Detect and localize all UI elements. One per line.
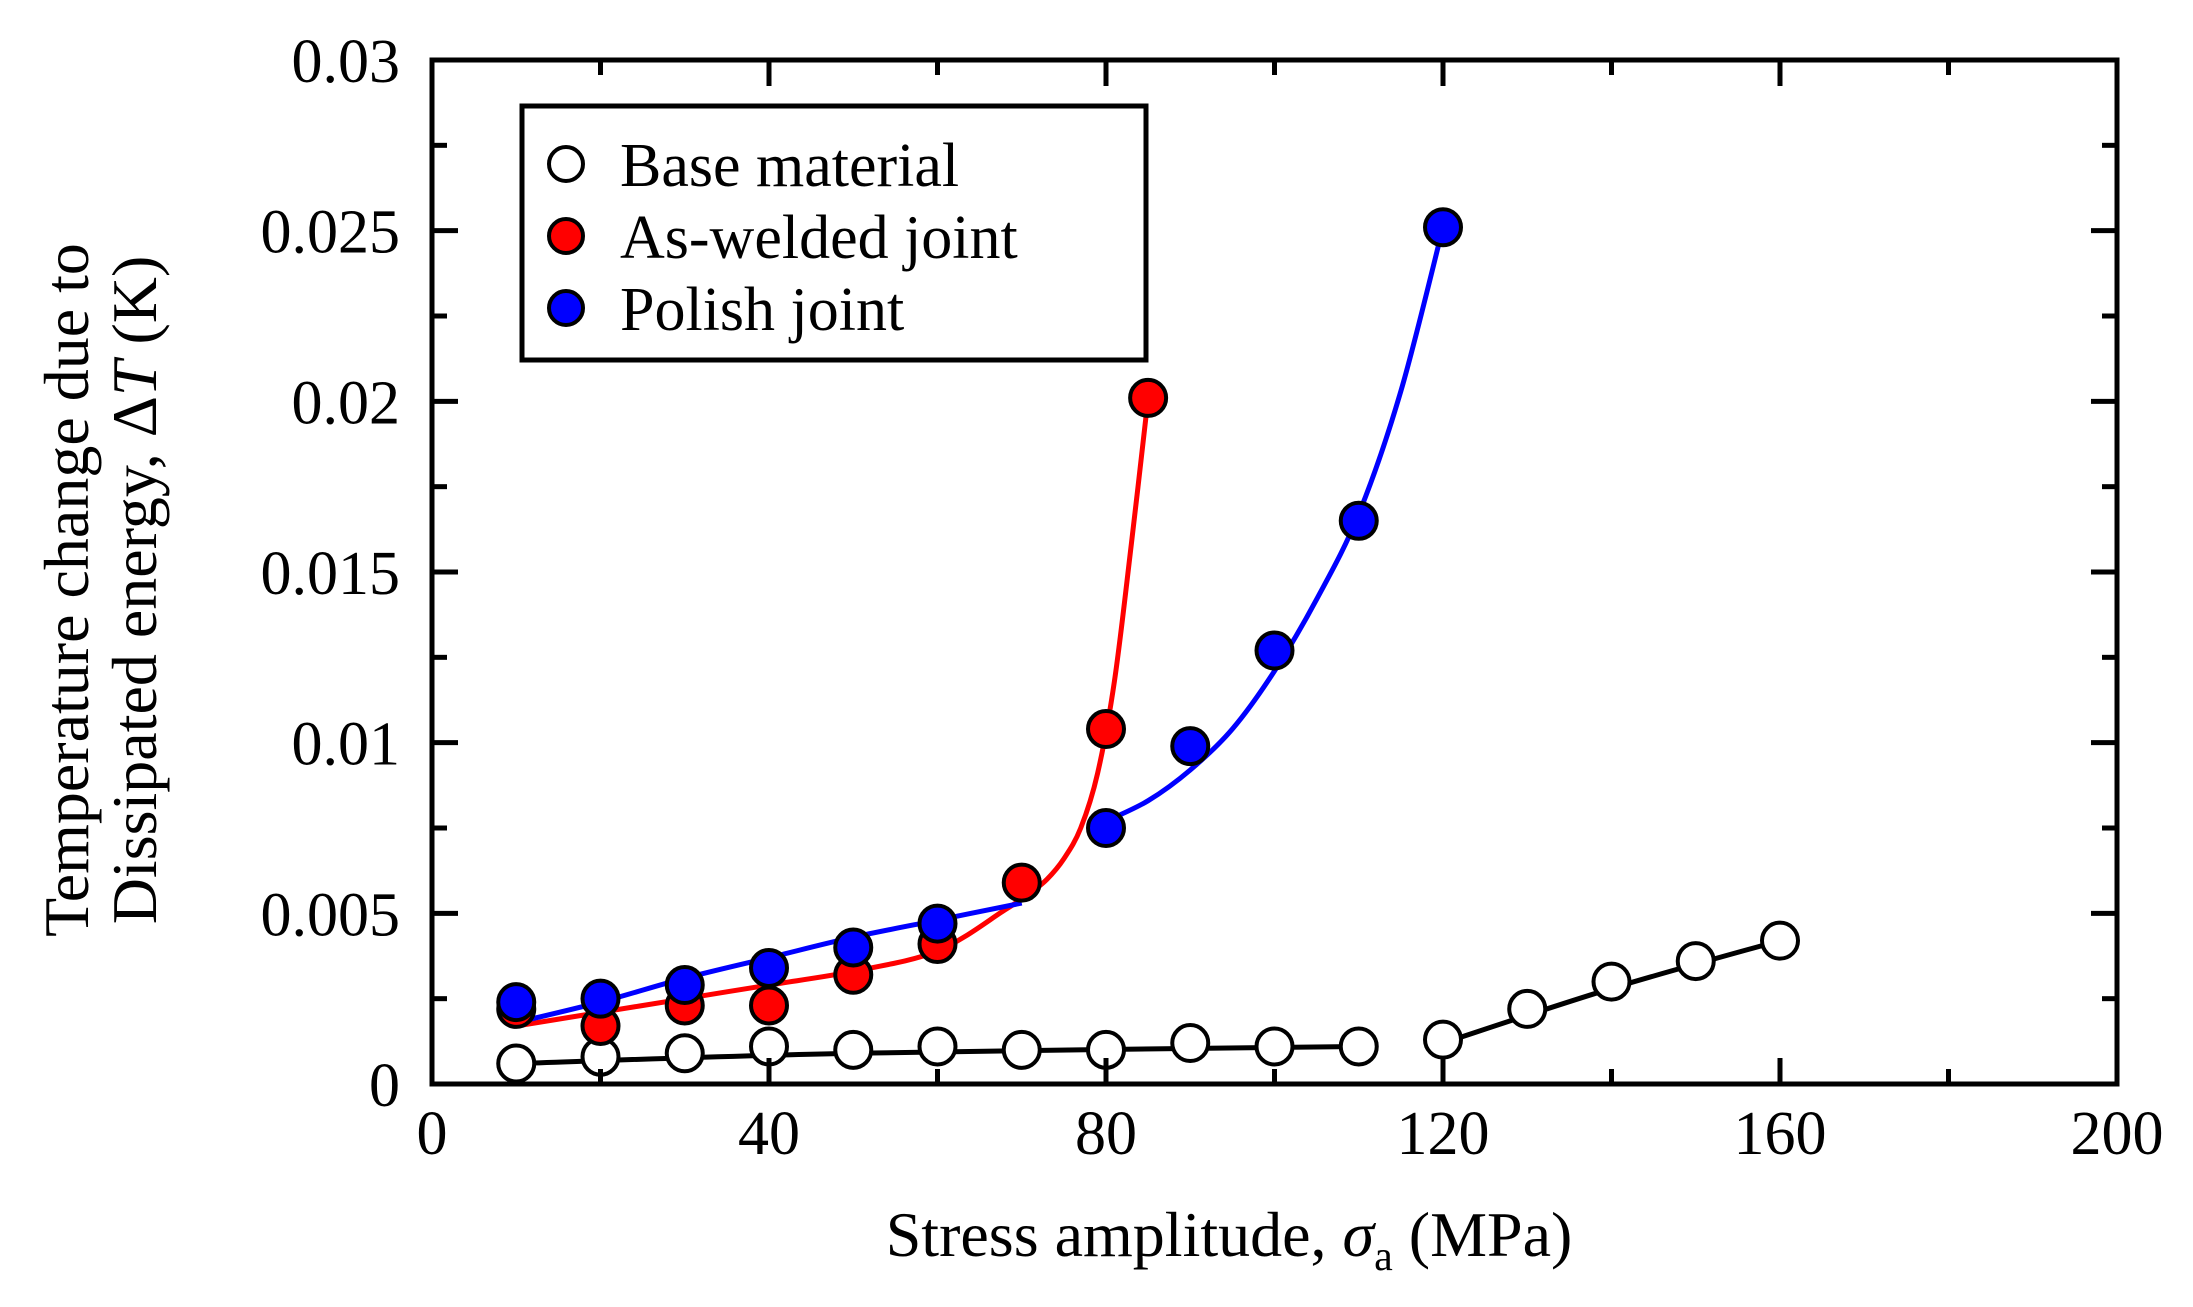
point-base-material <box>1001 1029 1042 1070</box>
y-tick-label: 0.01 <box>292 711 401 779</box>
point-base-material <box>1254 1026 1295 1067</box>
y-tick-label: 0.03 <box>292 28 401 96</box>
y-tick-label: 0.015 <box>261 540 401 608</box>
legend-marker-base-material <box>547 145 585 183</box>
legend-item-polish-joint: Polish joint <box>547 276 904 344</box>
y-tick-label: 0 <box>369 1052 400 1120</box>
point-polish-joint <box>749 947 789 988</box>
fit-line-polish-joint <box>1104 226 1446 824</box>
data-points <box>496 207 1800 1084</box>
point-as-welded-joint <box>749 985 789 1026</box>
legend-label-polish-joint: Polish joint <box>620 276 904 344</box>
point-base-material <box>664 1033 705 1074</box>
point-polish-joint <box>664 965 705 1006</box>
legend: Base material As-welded joint Polish joi… <box>519 103 1149 363</box>
y-tick-label: 0.005 <box>261 881 401 949</box>
x-tick-label: 0 <box>417 1100 448 1168</box>
legend-marker-as-welded-joint <box>547 217 585 255</box>
point-base-material <box>496 1043 537 1084</box>
y-axis-title-line1: Temperature change due to <box>31 243 102 937</box>
legend-item-base-material: Base material <box>547 132 959 200</box>
legend-box <box>519 103 1149 363</box>
point-base-material <box>1338 1026 1379 1067</box>
legend-item-as-welded-joint: As-welded joint <box>547 204 1018 272</box>
point-base-material <box>1675 941 1716 982</box>
point-base-material <box>1423 1019 1463 1060</box>
point-polish-joint <box>1086 808 1126 848</box>
point-base-material <box>1591 961 1632 1002</box>
point-base-material <box>1507 988 1548 1029</box>
point-base-material <box>1760 920 1800 961</box>
point-base-material <box>917 1026 958 1067</box>
point-polish-joint <box>917 903 958 944</box>
point-polish-joint <box>1338 500 1379 541</box>
point-polish-joint <box>1423 207 1463 248</box>
y-tick-label: 0.025 <box>261 199 401 267</box>
legend-marker-polish-joint <box>547 289 585 327</box>
y-axis-title: Temperature change due to Dissipated ene… <box>31 243 170 937</box>
legend-label-base-material: Base material <box>620 132 959 200</box>
point-polish-joint <box>580 978 621 1019</box>
point-base-material <box>833 1029 874 1070</box>
point-polish-joint <box>833 927 874 968</box>
point-polish-joint <box>1254 630 1295 671</box>
x-tick-label: 200 <box>2071 1100 2164 1168</box>
tick-labels: 0 40 80 120 160 200 0 0.005 0.01 0.015 0.02 0.025 0.… <box>261 28 2164 1168</box>
point-polish-joint <box>496 982 537 1023</box>
x-tick-label: 40 <box>738 1100 800 1168</box>
point-as-welded-joint <box>1001 862 1042 903</box>
x-tick-label: 160 <box>1734 1100 1827 1168</box>
point-polish-joint <box>1170 726 1211 767</box>
x-axis-title: Stress amplitude, σa (MPa) <box>886 1199 1573 1280</box>
point-as-welded-joint <box>1086 709 1126 750</box>
x-tick-label: 80 <box>1075 1100 1137 1168</box>
y-tick-label: 0.02 <box>292 369 401 437</box>
point-as-welded-joint <box>1128 377 1169 418</box>
x-tick-label: 120 <box>1397 1100 1490 1168</box>
y-axis-title-line2: Dissipated energy, ΔT (K) <box>99 256 170 925</box>
point-base-material <box>1170 1023 1211 1064</box>
fit-line-as-welded-joint <box>515 397 1151 1029</box>
axes <box>429 57 2120 1087</box>
legend-label-as-welded-joint: As-welded joint <box>620 204 1018 272</box>
